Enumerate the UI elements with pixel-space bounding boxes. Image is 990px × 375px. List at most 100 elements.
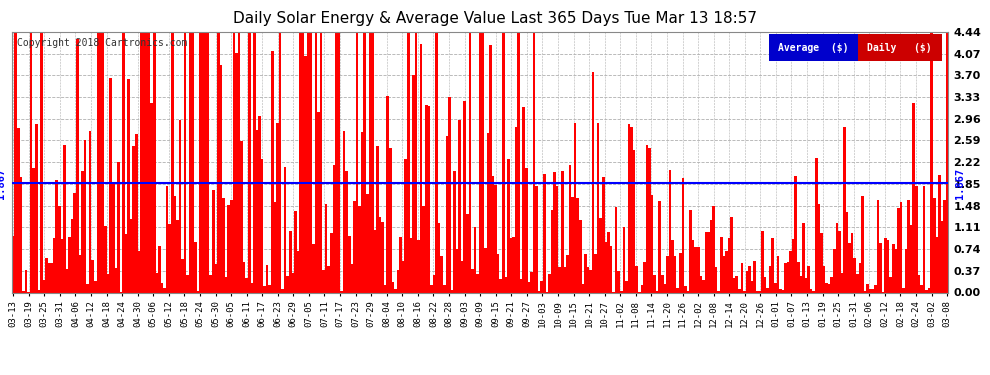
Bar xyxy=(848,243,851,292)
Text: Daily   ($): Daily ($) xyxy=(867,42,932,52)
Bar xyxy=(479,32,481,292)
Bar xyxy=(130,219,133,292)
Bar xyxy=(346,171,348,292)
Bar xyxy=(831,277,833,292)
Bar xyxy=(594,254,597,292)
Bar xyxy=(363,32,366,292)
Bar xyxy=(494,185,497,292)
Bar xyxy=(607,232,610,292)
Bar xyxy=(763,276,766,292)
Bar xyxy=(65,269,68,292)
Bar xyxy=(399,237,402,292)
Bar xyxy=(710,220,713,292)
Bar xyxy=(199,32,202,292)
Bar xyxy=(171,32,173,292)
Bar xyxy=(663,284,666,292)
Bar xyxy=(810,289,813,292)
Bar xyxy=(920,285,923,292)
Bar xyxy=(633,150,636,292)
Bar xyxy=(368,32,371,292)
Bar xyxy=(266,265,268,292)
Bar xyxy=(443,285,446,292)
Bar xyxy=(797,262,800,292)
Bar xyxy=(674,256,676,292)
Bar xyxy=(248,32,250,292)
Bar xyxy=(99,32,102,292)
Bar xyxy=(466,214,468,292)
Bar xyxy=(253,32,255,292)
Bar xyxy=(343,130,346,292)
Bar xyxy=(928,288,931,292)
Bar xyxy=(258,116,260,292)
Bar xyxy=(176,220,178,292)
Bar xyxy=(381,222,384,292)
Bar xyxy=(463,101,466,292)
Bar xyxy=(348,236,350,292)
Bar xyxy=(851,233,853,292)
Bar xyxy=(538,291,541,292)
Bar xyxy=(379,217,381,292)
Bar xyxy=(525,168,528,292)
Bar xyxy=(217,32,220,292)
Bar xyxy=(336,32,338,292)
Bar xyxy=(50,262,52,292)
Bar xyxy=(892,244,895,292)
Bar xyxy=(297,251,299,292)
Bar xyxy=(228,205,230,292)
Bar xyxy=(563,267,566,292)
Bar xyxy=(233,32,235,292)
Bar xyxy=(869,289,871,292)
Bar xyxy=(553,172,555,292)
Bar xyxy=(392,282,394,292)
Bar xyxy=(794,176,797,292)
Bar xyxy=(202,32,204,292)
Bar xyxy=(109,78,112,292)
Bar xyxy=(225,277,228,292)
Bar xyxy=(373,230,376,292)
Bar xyxy=(371,32,373,292)
Bar xyxy=(163,288,166,292)
Bar xyxy=(260,159,263,292)
Bar xyxy=(758,291,761,292)
Bar xyxy=(648,148,650,292)
Bar xyxy=(895,249,897,292)
Bar xyxy=(246,278,248,292)
Bar xyxy=(515,127,518,292)
Bar xyxy=(805,278,807,292)
Bar xyxy=(184,32,186,292)
Bar xyxy=(733,278,736,292)
Bar xyxy=(802,223,805,292)
Bar xyxy=(792,239,794,292)
Bar xyxy=(913,104,915,292)
Bar xyxy=(420,44,423,292)
Bar xyxy=(178,120,181,292)
Bar xyxy=(320,32,323,292)
Bar xyxy=(468,32,471,292)
Bar xyxy=(325,204,328,292)
Bar xyxy=(592,72,594,292)
Bar xyxy=(60,239,63,292)
Bar xyxy=(376,146,379,292)
Bar xyxy=(276,123,279,292)
Bar xyxy=(874,285,876,292)
Bar xyxy=(355,32,358,292)
Bar xyxy=(736,276,738,292)
Bar xyxy=(645,145,648,292)
Bar xyxy=(430,285,433,292)
Bar xyxy=(328,266,330,292)
Bar xyxy=(97,32,99,292)
Bar xyxy=(550,210,553,292)
Bar xyxy=(656,291,658,292)
Bar xyxy=(707,232,710,292)
Bar xyxy=(33,168,35,292)
Bar xyxy=(558,267,561,292)
Bar xyxy=(366,194,368,292)
Bar xyxy=(150,103,153,292)
Bar xyxy=(713,206,715,292)
Bar xyxy=(58,206,60,292)
Bar xyxy=(700,276,702,292)
Bar xyxy=(623,228,625,292)
Text: Copyright 2018 Cartronics.com: Copyright 2018 Cartronics.com xyxy=(17,38,187,48)
Bar xyxy=(841,273,843,292)
Bar xyxy=(866,284,869,292)
